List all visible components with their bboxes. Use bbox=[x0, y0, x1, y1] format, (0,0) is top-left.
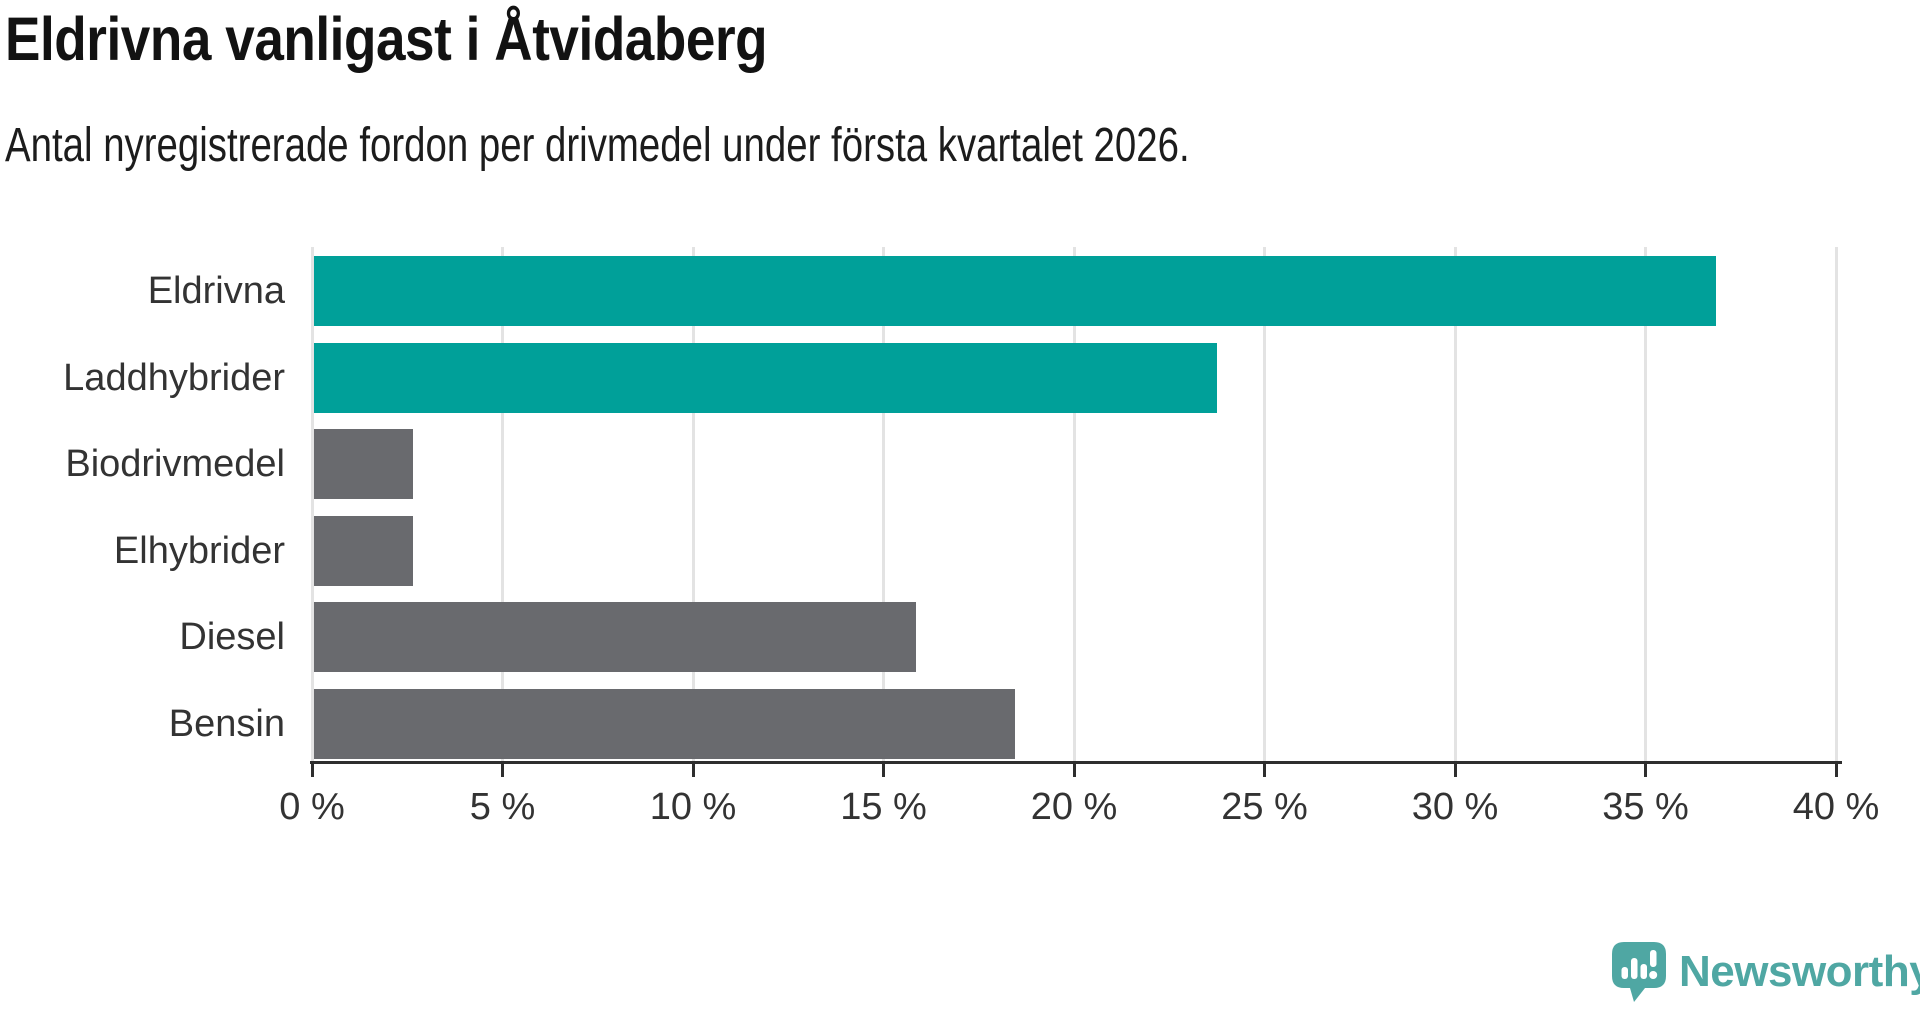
newsworthy-logo-icon bbox=[1612, 942, 1666, 1002]
axis-tick-label: 15 % bbox=[840, 786, 927, 828]
gridline bbox=[1072, 247, 1076, 763]
x-axis-line bbox=[310, 761, 1842, 764]
gridline bbox=[691, 247, 695, 763]
bar-diesel bbox=[314, 602, 916, 672]
gridline bbox=[501, 247, 504, 763]
category-label-biodrivmedel: Biodrivmedel bbox=[65, 443, 285, 485]
axis-tick-label: 0 % bbox=[279, 786, 345, 828]
category-label-bensin: Bensin bbox=[168, 702, 285, 745]
newsworthy-logo-text: Newsworthy bbox=[1679, 947, 1920, 996]
bar-elhybrider bbox=[314, 515, 414, 586]
gridline bbox=[1834, 247, 1838, 763]
axis-tick-label: 10 % bbox=[649, 786, 737, 828]
axis-tick bbox=[1072, 764, 1076, 777]
axis-tick-label: 5 % bbox=[469, 786, 536, 828]
axis-tick-label: 30 % bbox=[1411, 786, 1499, 828]
bar-biodrivmedel bbox=[314, 429, 414, 499]
category-label-elhybrider: Elhybrider bbox=[113, 529, 285, 572]
axis-tick bbox=[501, 764, 504, 777]
axis-tick bbox=[882, 764, 885, 777]
axis-tick-label: 35 % bbox=[1602, 786, 1689, 828]
gridline bbox=[1263, 247, 1266, 763]
axis-tick-label: 40 % bbox=[1792, 786, 1880, 828]
bar-eldrivna bbox=[314, 256, 1717, 326]
chart-subtitle: Antal nyregistrerade fordon per drivmede… bbox=[5, 119, 1190, 172]
category-axis: Eldrivna Laddhybrider Biodrivmedel Elhybrid… bbox=[0, 247, 285, 763]
gridline bbox=[310, 247, 314, 763]
axis-tick bbox=[1644, 764, 1647, 777]
bar-bensin bbox=[314, 688, 1016, 759]
axis-tick-label: 20 % bbox=[1030, 786, 1118, 828]
gridline bbox=[1453, 247, 1457, 763]
gridline bbox=[882, 247, 885, 763]
category-label-eldrivna: Eldrivna bbox=[147, 270, 285, 312]
axis-tick-label: 25 % bbox=[1221, 786, 1308, 828]
axis-tick bbox=[1453, 764, 1457, 777]
category-label-diesel: Diesel bbox=[179, 616, 285, 658]
gridline bbox=[1644, 247, 1647, 763]
axis-tick bbox=[1834, 764, 1838, 777]
axis-tick bbox=[1263, 764, 1266, 777]
bar-chart-plot-area bbox=[310, 247, 1839, 763]
bar-laddhybrider bbox=[314, 342, 1217, 413]
category-label-laddhybrider: Laddhybrider bbox=[63, 356, 285, 399]
chart-title: Eldrivna vanligast i Åtvidaberg bbox=[5, 5, 768, 73]
axis-tick bbox=[310, 764, 314, 777]
axis-tick bbox=[691, 764, 695, 777]
newsworthy-logo: Newsworthy bbox=[1612, 942, 1920, 1002]
